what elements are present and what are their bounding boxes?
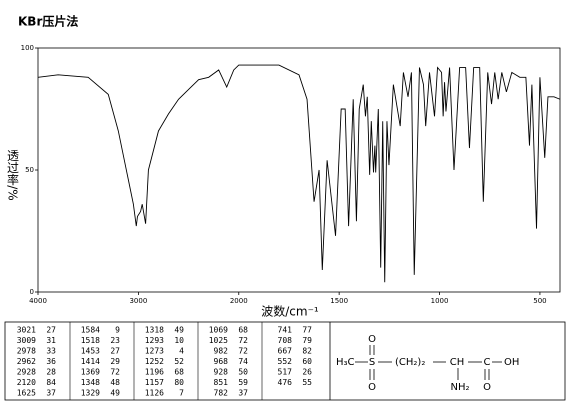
table-transmittance: 74 bbox=[238, 357, 248, 366]
atom-label: O bbox=[368, 334, 376, 345]
table-wavenumber: 1318 bbox=[145, 326, 164, 335]
table-frame bbox=[4, 321, 566, 401]
table-transmittance: 72 bbox=[238, 347, 248, 356]
atom-label: OH bbox=[504, 357, 519, 368]
table-transmittance: 27 bbox=[110, 347, 120, 356]
table-transmittance: 26 bbox=[302, 368, 312, 377]
table-transmittance: 10 bbox=[174, 336, 184, 345]
table-wavenumber: 552 bbox=[278, 357, 293, 366]
table-transmittance: 79 bbox=[302, 336, 312, 345]
table-wavenumber: 928 bbox=[214, 368, 229, 377]
chart-title: KBr压片法 bbox=[18, 14, 78, 29]
x-tick-label: 1500 bbox=[330, 297, 348, 305]
table-transmittance: 82 bbox=[302, 347, 312, 356]
table-wavenumber: 1293 bbox=[145, 336, 164, 345]
x-tick-label: 1000 bbox=[431, 297, 449, 305]
table-transmittance: 37 bbox=[238, 389, 248, 398]
table-wavenumber: 968 bbox=[214, 357, 229, 366]
table-wavenumber: 1025 bbox=[209, 336, 228, 345]
structure bbox=[355, 345, 502, 380]
table-wavenumber: 667 bbox=[278, 347, 293, 356]
table-transmittance: 77 bbox=[302, 326, 312, 335]
x-tick-label: 4000 bbox=[29, 297, 47, 305]
table-wavenumber: 982 bbox=[214, 347, 229, 356]
table-wavenumber: 1518 bbox=[81, 336, 100, 345]
table-wavenumber: 1329 bbox=[81, 389, 100, 398]
table-transmittance: 33 bbox=[46, 347, 56, 356]
table-transmittance: 49 bbox=[110, 389, 120, 398]
table-wavenumber: 517 bbox=[278, 368, 293, 377]
atom-label: CH bbox=[450, 357, 465, 368]
x-tick-label: 500 bbox=[533, 297, 546, 305]
table-transmittance: 68 bbox=[238, 326, 248, 335]
table-transmittance: 80 bbox=[174, 378, 184, 387]
table-transmittance: 52 bbox=[174, 357, 184, 366]
table-wavenumber: 3009 bbox=[17, 336, 36, 345]
table-transmittance: 7 bbox=[179, 389, 184, 398]
table-wavenumber: 1348 bbox=[81, 378, 100, 387]
table-transmittance: 4 bbox=[179, 347, 184, 356]
table-transmittance: 72 bbox=[238, 336, 248, 345]
table-wavenumber: 476 bbox=[278, 378, 293, 387]
table-wavenumber: 1157 bbox=[145, 378, 164, 387]
table-wavenumber: 3021 bbox=[17, 326, 36, 335]
table-wavenumber: 782 bbox=[214, 389, 229, 398]
table-transmittance: 84 bbox=[46, 378, 56, 387]
table-wavenumber: 2962 bbox=[17, 357, 36, 366]
table-transmittance: 68 bbox=[174, 368, 184, 377]
y-tick-label: 50 bbox=[25, 166, 34, 174]
atom-label: O bbox=[483, 382, 491, 393]
table-transmittance: 49 bbox=[174, 326, 184, 335]
table-wavenumber: 708 bbox=[278, 336, 293, 345]
table-wavenumber: 1196 bbox=[145, 368, 164, 377]
atom-label: H₃C bbox=[336, 357, 355, 368]
table-transmittance: 59 bbox=[238, 378, 248, 387]
table-transmittance: 36 bbox=[46, 357, 56, 366]
atom-label: (CH₂)₂ bbox=[395, 357, 425, 368]
table-wavenumber: 1584 bbox=[81, 326, 100, 335]
x-tick-label: 3000 bbox=[129, 297, 147, 305]
plot-frame bbox=[37, 47, 561, 293]
table-transmittance: 29 bbox=[110, 357, 120, 366]
table-wavenumber: 1414 bbox=[81, 357, 100, 366]
table-transmittance: 37 bbox=[46, 389, 56, 398]
table-wavenumber: 1453 bbox=[81, 347, 100, 356]
table-wavenumber: 1126 bbox=[145, 389, 164, 398]
table-wavenumber: 1369 bbox=[81, 368, 100, 377]
table-wavenumber: 1069 bbox=[209, 326, 228, 335]
table-transmittance: 9 bbox=[115, 326, 120, 335]
x-axis-label: 波数/cm⁻¹ bbox=[261, 304, 319, 319]
atom-label: S bbox=[369, 357, 375, 368]
table-transmittance: 31 bbox=[46, 336, 56, 345]
x-tick-label: 2000 bbox=[230, 297, 248, 305]
table-transmittance: 50 bbox=[238, 368, 248, 377]
table-transmittance: 28 bbox=[46, 368, 56, 377]
atom-label: NH₂ bbox=[450, 382, 469, 393]
atom-label: O bbox=[368, 382, 376, 393]
table-wavenumber: 741 bbox=[278, 326, 293, 335]
y-tick-label: 0 bbox=[30, 288, 34, 296]
table-transmittance: 72 bbox=[110, 368, 120, 377]
atom-label: C bbox=[484, 357, 491, 368]
table-wavenumber: 1252 bbox=[145, 357, 164, 366]
table-wavenumber: 1625 bbox=[17, 389, 36, 398]
spectrum-line bbox=[37, 64, 561, 283]
y-tick-label: 100 bbox=[21, 44, 34, 52]
table-transmittance: 23 bbox=[110, 336, 120, 345]
table-transmittance: 55 bbox=[302, 378, 312, 387]
table-wavenumber: 2120 bbox=[17, 378, 36, 387]
table-wavenumber: 851 bbox=[214, 378, 229, 387]
table-transmittance: 48 bbox=[110, 378, 120, 387]
table-transmittance: 27 bbox=[46, 326, 56, 335]
table-wavenumber: 2978 bbox=[17, 347, 36, 356]
table-wavenumber: 2928 bbox=[17, 368, 36, 377]
table-wavenumber: 1273 bbox=[145, 347, 164, 356]
y-axis-label: 透过率/% bbox=[6, 149, 20, 201]
table-transmittance: 60 bbox=[302, 357, 312, 366]
